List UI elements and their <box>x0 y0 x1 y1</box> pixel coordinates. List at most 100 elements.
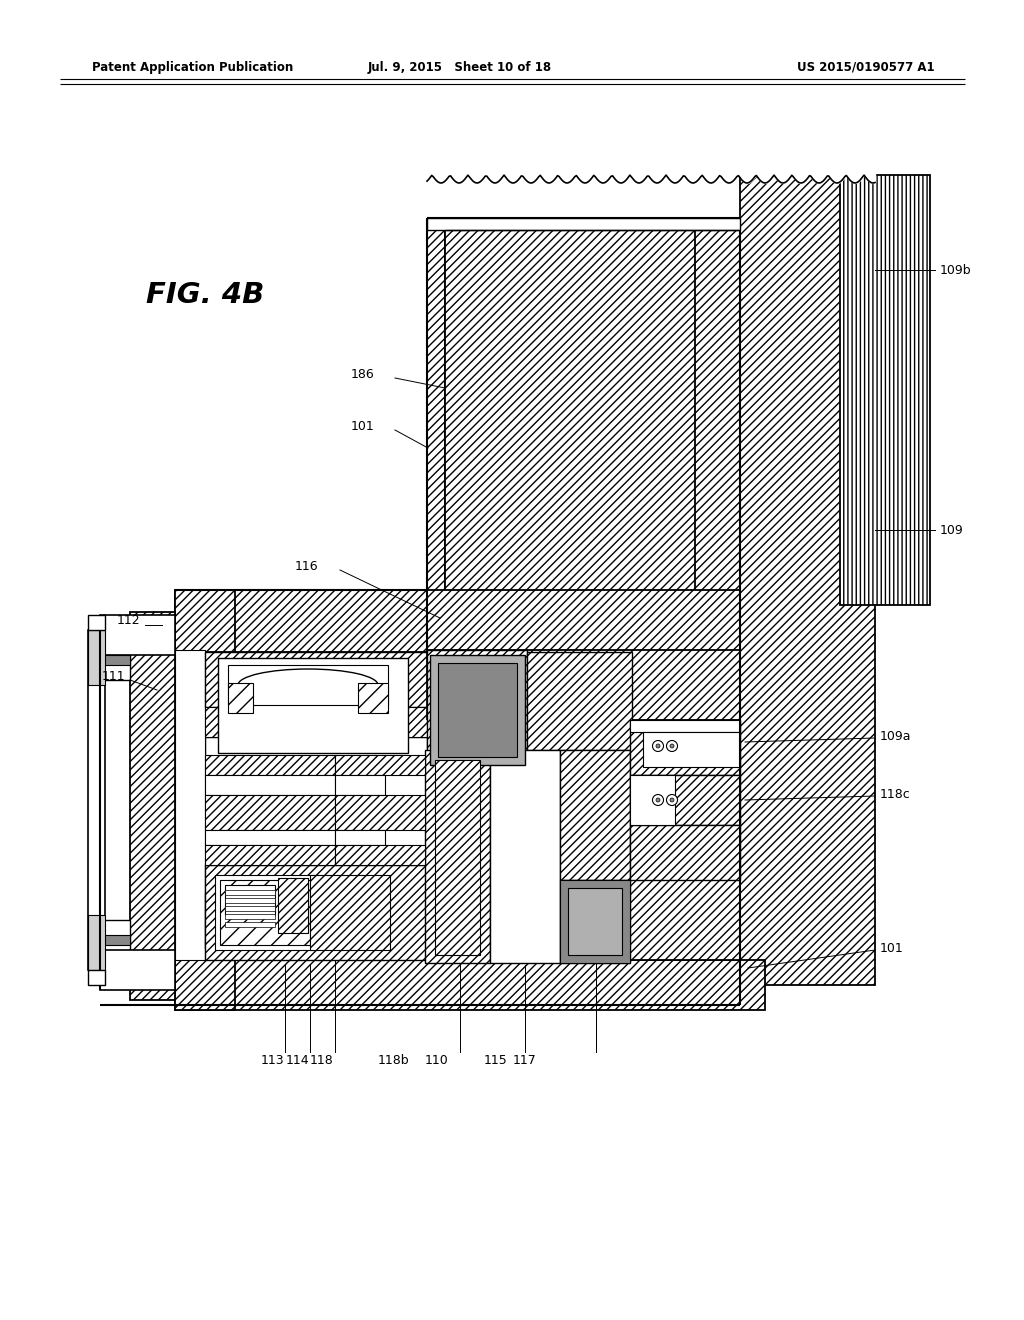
Text: 118c: 118c <box>880 788 910 800</box>
Bar <box>425 750 490 964</box>
Bar <box>278 878 308 933</box>
Bar <box>490 750 560 964</box>
Bar <box>205 845 335 865</box>
Bar <box>445 230 740 685</box>
Circle shape <box>656 799 660 803</box>
Bar <box>335 845 425 865</box>
Bar <box>225 898 275 903</box>
Bar <box>205 737 427 863</box>
Text: 116: 116 <box>294 560 318 573</box>
Circle shape <box>652 795 664 805</box>
Bar <box>205 755 335 775</box>
Bar <box>225 921 275 927</box>
Bar <box>220 880 310 945</box>
Bar <box>438 663 517 756</box>
Text: 118: 118 <box>310 1053 334 1067</box>
Bar <box>100 920 130 975</box>
Bar <box>435 760 480 954</box>
Bar <box>88 615 105 630</box>
Bar <box>225 890 275 895</box>
Bar <box>630 719 740 733</box>
Bar <box>100 655 130 665</box>
Bar <box>88 915 105 970</box>
Bar <box>205 865 427 960</box>
Bar <box>205 830 335 845</box>
Bar <box>228 682 253 713</box>
Text: FIG. 4B: FIG. 4B <box>145 281 264 309</box>
Bar <box>175 960 234 1010</box>
Text: 109: 109 <box>940 524 964 536</box>
Bar <box>310 875 390 950</box>
Circle shape <box>652 741 664 751</box>
Bar <box>88 630 105 685</box>
Bar <box>527 652 632 750</box>
Bar <box>335 755 425 775</box>
Bar <box>100 624 130 680</box>
Text: 101: 101 <box>350 421 374 433</box>
Bar <box>430 655 525 766</box>
Text: US 2015/0190577 A1: US 2015/0190577 A1 <box>798 61 935 74</box>
Bar <box>100 950 175 990</box>
Bar <box>228 665 388 705</box>
Bar <box>205 863 427 894</box>
Bar <box>630 825 740 880</box>
Circle shape <box>667 795 678 805</box>
Bar <box>560 750 630 880</box>
Bar <box>175 960 765 1010</box>
Bar <box>643 733 740 767</box>
Text: 110: 110 <box>425 1053 449 1067</box>
Bar <box>225 884 275 915</box>
Text: Jul. 9, 2015   Sheet 10 of 18: Jul. 9, 2015 Sheet 10 of 18 <box>368 61 552 74</box>
Text: 111: 111 <box>101 669 125 682</box>
Bar <box>427 230 445 685</box>
Bar <box>630 775 675 825</box>
Bar <box>695 230 740 685</box>
Bar <box>218 657 408 752</box>
Bar <box>427 218 740 230</box>
Bar <box>130 612 175 1001</box>
Bar <box>205 652 427 708</box>
Bar <box>358 682 388 713</box>
Text: 109b: 109b <box>940 264 972 276</box>
Text: 109a: 109a <box>880 730 911 742</box>
Bar <box>560 880 630 964</box>
Bar <box>335 830 385 845</box>
Bar <box>740 176 874 985</box>
Bar <box>568 888 622 954</box>
Text: 118b: 118b <box>377 1053 409 1067</box>
Bar <box>205 708 427 737</box>
Bar <box>840 176 930 605</box>
Bar <box>215 875 315 950</box>
Bar <box>630 775 740 825</box>
Text: 101: 101 <box>880 941 904 954</box>
Text: 114: 114 <box>286 1053 309 1067</box>
Circle shape <box>670 744 674 748</box>
Bar <box>335 795 425 830</box>
Bar <box>205 775 335 795</box>
Bar <box>175 649 205 960</box>
Bar <box>225 906 275 911</box>
Polygon shape <box>88 615 105 990</box>
Bar <box>175 590 234 652</box>
Bar <box>560 880 630 964</box>
Bar <box>427 649 740 719</box>
Text: 117: 117 <box>513 1053 537 1067</box>
Bar <box>88 970 105 985</box>
Text: 115: 115 <box>484 1053 508 1067</box>
Bar <box>630 719 740 775</box>
Bar <box>205 894 427 948</box>
Text: 113: 113 <box>260 1053 284 1067</box>
Text: Patent Application Publication: Patent Application Publication <box>92 61 293 74</box>
Circle shape <box>667 741 678 751</box>
Text: 112: 112 <box>117 614 140 627</box>
Bar <box>630 880 740 960</box>
Bar <box>225 913 275 919</box>
Bar <box>100 615 175 655</box>
Text: 186: 186 <box>350 367 374 380</box>
Bar <box>335 775 385 795</box>
Bar <box>175 590 740 652</box>
Circle shape <box>656 744 660 748</box>
Circle shape <box>670 799 674 803</box>
Bar <box>427 649 527 770</box>
Bar <box>100 935 130 945</box>
